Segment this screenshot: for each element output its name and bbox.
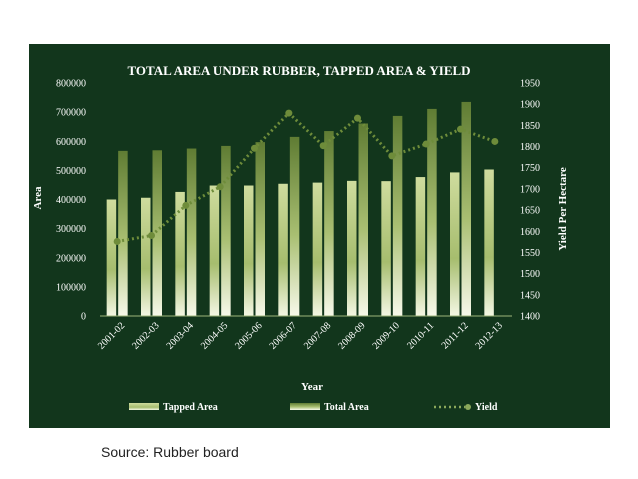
left-tick-label: 600000 (56, 137, 86, 148)
right-tick-label: 1500 (520, 269, 540, 280)
yield-line (113, 109, 499, 245)
bar-tapped-area (415, 177, 426, 316)
yield-series-line (116, 110, 496, 243)
left-axis-label: Area (32, 186, 44, 210)
bar-tapped-area (209, 185, 220, 316)
right-tick-label: 1850 (520, 121, 540, 132)
right-axis-ticks: 1400 1450 1500 1550 1600 1650 1700 1750 1800 1850… (520, 79, 540, 323)
x-axis-label: Year (301, 381, 323, 393)
right-tick-label: 1950 (520, 79, 540, 90)
bar-tapped-area (141, 197, 151, 316)
right-tick-label: 1900 (520, 100, 540, 111)
left-tick-label: 0 (81, 312, 86, 323)
x-tick-label: 2007-08 (302, 320, 333, 351)
yield-point (422, 140, 430, 148)
bar-total-area (221, 145, 231, 316)
yield-point (457, 125, 464, 133)
bar-total-area (118, 150, 128, 316)
legend-swatch-total (290, 403, 320, 410)
bar-tapped-area (484, 169, 494, 316)
chart: TOTAL AREA UNDER RUBBER, TAPPED AREA & Y… (32, 63, 569, 413)
yield-point (182, 201, 190, 209)
x-tick-label: 2005-06 (233, 320, 264, 351)
bar-tapped-area (347, 180, 357, 316)
bar-tapped-area (381, 181, 391, 316)
yield-point (354, 114, 361, 122)
right-tick-label: 1650 (520, 206, 540, 217)
bars (106, 101, 494, 317)
left-tick-label: 100000 (56, 282, 86, 293)
right-axis-label: Yield Per Hectare (557, 167, 569, 251)
bar-total-area (461, 101, 471, 317)
yield-point (148, 232, 155, 240)
left-tick-label: 500000 (56, 166, 86, 177)
x-tick-label: 2009-10 (371, 320, 402, 351)
legend-marker-yield (465, 404, 471, 410)
x-tick-label: 2003-04 (165, 320, 196, 351)
left-tick-label: 700000 (56, 108, 86, 119)
left-tick-label: 300000 (56, 224, 86, 235)
bar-tapped-area (175, 191, 185, 316)
right-tick-label: 1700 (520, 184, 540, 195)
bar-tapped-area (450, 172, 460, 316)
bar-total-area (255, 142, 265, 316)
right-tick-label: 1750 (520, 163, 540, 174)
bar-total-area (427, 108, 437, 316)
legend-swatch-tapped (129, 403, 159, 410)
right-tick-label: 1400 (520, 312, 540, 323)
yield-point (251, 144, 258, 152)
legend-label-tapped: Tapped Area (163, 402, 218, 413)
bar-total-area (392, 115, 403, 316)
bar-total-area (358, 123, 368, 316)
x-tick-label: 2002-03 (130, 320, 161, 351)
left-tick-label: 800000 (56, 79, 86, 90)
x-tick-label: 2006-07 (268, 320, 299, 351)
bar-tapped-area (244, 185, 254, 316)
bar-total-area (289, 136, 300, 316)
yield-point (319, 142, 327, 150)
x-tick-label: 2004-05 (199, 320, 230, 351)
x-tick-label: 2011-12 (440, 320, 471, 351)
yield-point (216, 183, 224, 191)
x-tick-label: 2001-02 (96, 320, 127, 351)
chart-title: TOTAL AREA UNDER RUBBER, TAPPED AREA & Y… (127, 63, 470, 78)
bar-tapped-area (106, 199, 117, 316)
bar-total-area (324, 131, 334, 316)
left-tick-label: 200000 (56, 253, 86, 264)
x-tick-label: 2012-13 (474, 320, 505, 351)
legend-label-yield: Yield (475, 402, 498, 413)
yield-point (388, 152, 396, 160)
bar-tapped-area (278, 183, 288, 316)
source-note: Source: Rubber board (101, 444, 239, 460)
left-tick-label: 400000 (56, 195, 86, 206)
right-tick-label: 1550 (520, 248, 540, 259)
yield-point (491, 137, 499, 145)
x-tick-label: 2008-09 (336, 320, 367, 351)
right-tick-label: 1600 (520, 227, 540, 238)
yield-point (113, 237, 121, 245)
bar-total-area (152, 150, 162, 316)
yield-point (285, 109, 293, 117)
legend: Tapped Area Total Area Yield (129, 402, 498, 413)
right-tick-label: 1800 (520, 142, 540, 153)
bar-tapped-area (312, 182, 323, 316)
x-axis-ticks: 2001-02 2002-03 2003-04 2004-05 2005-06 2006-… (96, 320, 505, 351)
x-tick-label: 2010-11 (405, 320, 436, 351)
left-axis-ticks: 0 100000 200000 300000 400000 500000 600000 700… (56, 79, 86, 323)
chart-panel: TOTAL AREA UNDER RUBBER, TAPPED AREA & Y… (29, 44, 610, 428)
bar-total-area (186, 148, 197, 316)
right-tick-label: 1450 (520, 290, 540, 301)
legend-label-total: Total Area (324, 402, 369, 413)
